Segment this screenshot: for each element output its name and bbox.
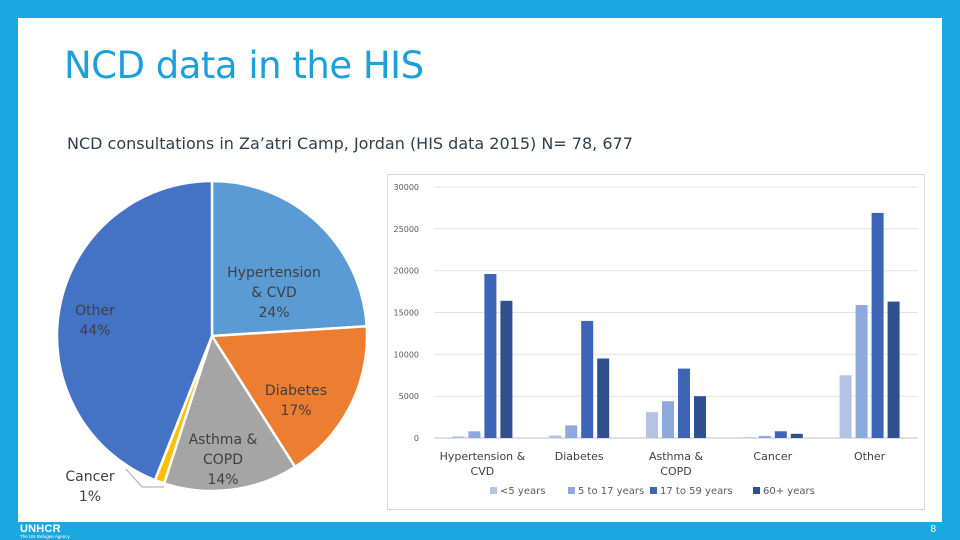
slide-title: NCD data in the HIS xyxy=(64,44,424,87)
pie-slice-hypertension-cvd xyxy=(210,179,369,338)
x-category-label: Asthma & COPD xyxy=(649,450,703,478)
logo-subtext: The UN Refugee Agency xyxy=(20,534,70,539)
y-tick-label: 5000 xyxy=(399,392,419,401)
pie-chart: Hypertension & CVD 24% Diabetes 17%Asthma & C… xyxy=(55,179,369,505)
legend-swatch xyxy=(650,487,657,494)
bar xyxy=(468,431,481,438)
y-tick-label: 15000 xyxy=(394,309,419,318)
pie-label-hypertension-cvd: Hypertension & CVD 24% xyxy=(227,265,321,321)
bar xyxy=(452,436,465,438)
bar xyxy=(694,396,706,438)
bar xyxy=(662,401,674,438)
cancer-leader-line xyxy=(125,468,164,488)
pie-label-diabetes: Diabetes 17% xyxy=(265,383,327,419)
bar-chart-container: 0 5000 10000 15000 20000 25000 30000 Hypertensi… xyxy=(387,174,925,510)
legend-swatch xyxy=(568,487,575,494)
bar xyxy=(742,437,755,438)
y-tick-label: 20000 xyxy=(394,267,419,276)
pie-label-other: Other 44% xyxy=(75,303,115,339)
y-tick-label: 25000 xyxy=(394,225,419,234)
legend-swatch xyxy=(753,487,760,494)
x-category-label: Other xyxy=(854,450,886,463)
legend-label: 17 to 59 years xyxy=(660,486,733,497)
bar xyxy=(790,433,803,438)
y-tick-label: 10000 xyxy=(394,350,419,359)
bar xyxy=(839,375,852,439)
legend-swatch xyxy=(490,487,497,494)
legend-label: <5 years xyxy=(500,486,545,497)
bar xyxy=(774,431,787,438)
page-number: 8 xyxy=(930,524,936,535)
y-tick-label: 0 xyxy=(414,434,419,443)
bar xyxy=(565,425,578,438)
bar xyxy=(871,212,884,438)
bar-chart: 0 5000 10000 15000 20000 25000 30000 Hypertensi… xyxy=(394,183,918,497)
x-category-label: Cancer xyxy=(753,450,792,463)
x-category-label: Diabetes xyxy=(555,450,604,463)
legend-label: 5 to 17 years xyxy=(578,486,644,497)
pie-chart-container: Hypertension & CVD 24% Diabetes 17% Asthma & C… xyxy=(40,173,380,513)
bar xyxy=(549,435,562,438)
bar xyxy=(678,368,690,438)
chart-subtitle: NCD consultations in Za’atri Camp, Jorda… xyxy=(67,134,633,153)
bar xyxy=(581,320,594,438)
pie-label-asthma-copd: Asthma & COPD 14% xyxy=(189,432,258,488)
pie-slice-asthma-copd xyxy=(162,333,297,493)
legend-label: 60+ years xyxy=(763,486,815,497)
pie-label-cancer: Cancer 1% xyxy=(65,469,115,505)
bar xyxy=(500,300,513,438)
pie-slice-diabetes xyxy=(209,324,369,469)
logo-text: UNHCR xyxy=(20,523,61,535)
x-category-label: Hypertension & CVD xyxy=(440,450,526,478)
bar xyxy=(484,274,497,438)
bar xyxy=(758,435,771,438)
y-tick-label: 30000 xyxy=(394,183,419,192)
bar xyxy=(855,305,868,438)
pie-slice-other xyxy=(55,179,214,482)
bar xyxy=(597,358,610,438)
bar xyxy=(887,301,900,438)
slide: NCD data in the HIS NCD consultations in… xyxy=(18,18,942,522)
bar xyxy=(646,412,658,438)
